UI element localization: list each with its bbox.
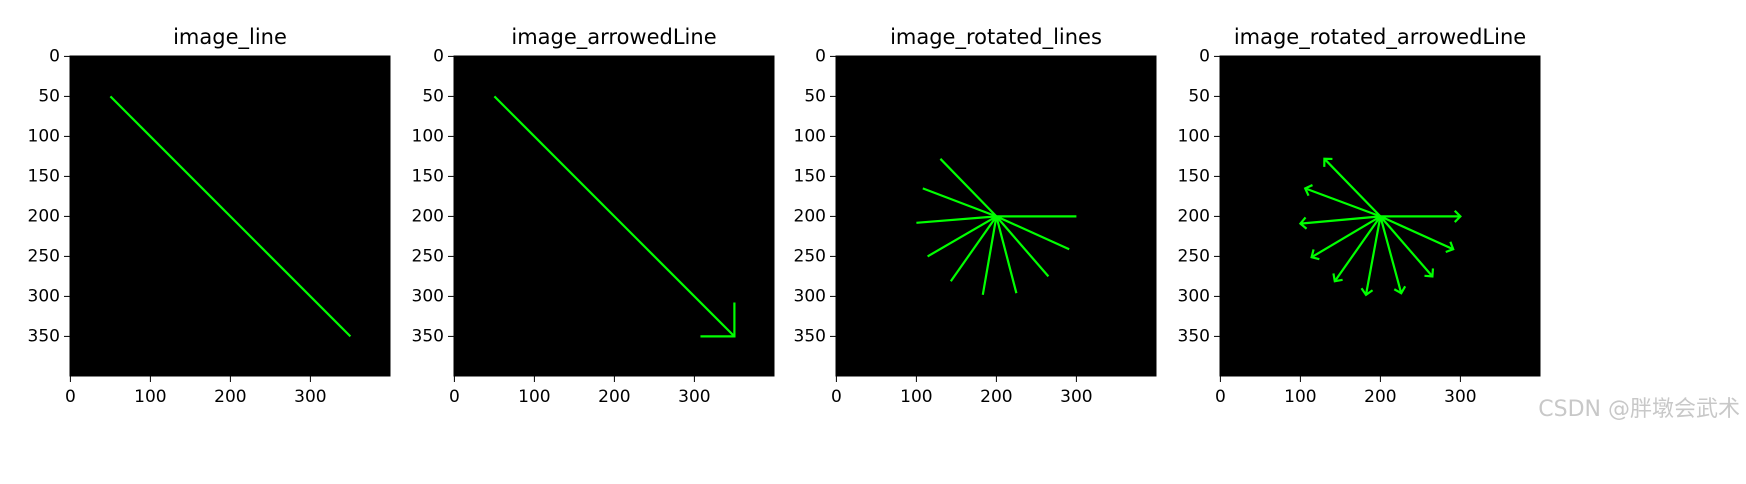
arrow-head [1323,157,1333,167]
y-tick-label: 300 [28,286,60,306]
line-segment [1311,215,1381,259]
arrow-head [1393,285,1407,295]
line-segment [995,215,1050,278]
y-tick-label: 300 [1178,286,1210,306]
subplot: image_arrowedLine 0 100 200 300 0 50 100 150 200 2… [412,25,775,407]
y-tick-label: 300 [412,286,444,306]
y-tick-label: 150 [28,166,60,186]
arrow-head [1453,209,1462,223]
subplot-title: image_line [173,25,287,50]
y-tick-label: 300 [794,286,826,306]
x-tick-label: 0 [1215,387,1226,407]
y-tick-label: 100 [1178,126,1210,146]
y-tick-label: 0 [1199,46,1210,66]
line-segment [1333,215,1382,282]
line-segment [922,187,997,218]
x-tick-label: 100 [1284,387,1316,407]
arrow-head [1298,216,1308,230]
y-tick-label: 350 [794,326,826,346]
axes-frame [69,55,391,377]
line-segment [981,216,998,295]
line-segment [1364,216,1382,295]
y-tick-label: 150 [1178,166,1210,186]
y-tick-label: 150 [412,166,444,186]
arrow-head [1310,249,1320,261]
line-segment [939,158,998,218]
y-tick-label: 350 [412,326,444,346]
y-tick-label: 200 [412,206,444,226]
x-tick-label: 0 [65,387,76,407]
arrow-head [1445,241,1455,254]
y-tick-label: 50 [38,86,60,106]
x-tick-label: 300 [1444,387,1476,407]
y-tick-label: 0 [815,46,826,66]
subplot: image_line 0 100 200 300 0 50 100 150 200 250 300 35… [28,25,391,407]
line-segment [995,216,1018,294]
axes-frame [1219,55,1541,377]
line-segment [109,95,352,338]
watermark: CSDN @胖墩会武术 [1538,397,1740,422]
y-tick-label: 50 [1188,86,1210,106]
y-tick-label: 250 [28,246,60,266]
line-segment [1300,215,1381,225]
y-tick-label: 0 [433,46,444,66]
x-tick-label: 100 [900,387,932,407]
arrow-head [1360,287,1374,297]
x-tick-label: 0 [449,387,460,407]
x-tick-label: 100 [134,387,166,407]
subplot: image_rotated_arrowedLine 0 100 200 300 0 50 10… [1178,25,1541,407]
line-segment [1379,215,1454,251]
y-tick-label: 100 [28,126,60,146]
y-tick-label: 100 [412,126,444,146]
subplot-title: image_arrowedLine [511,25,716,50]
line-segment [493,95,736,338]
y-tick-label: 250 [1178,246,1210,266]
line-segment [949,215,998,282]
line-segment [1323,158,1382,218]
line-segment [995,215,1070,251]
y-tick-label: 50 [804,86,826,106]
axes-frame [453,55,775,377]
arrow-head [700,302,736,338]
line-segment [927,215,997,258]
x-tick-label: 300 [678,387,710,407]
subplot: image_rotated_lines 0 100 200 300 0 50 100 150 20… [794,25,1157,407]
x-tick-label: 300 [294,387,326,407]
subplot-title: image_rotated_arrowedLine [1234,25,1526,50]
arrow-head [1424,268,1435,278]
y-tick-label: 200 [28,206,60,226]
y-tick-label: 200 [794,206,826,226]
arrow-head [1332,273,1343,283]
axes-frame [835,55,1157,377]
x-tick-label: 200 [214,387,246,407]
arrow-head [1303,184,1313,197]
y-tick-label: 150 [794,166,826,186]
line-segment [1379,216,1403,294]
subplot-title: image_rotated_lines [890,25,1102,50]
y-tick-label: 200 [1178,206,1210,226]
y-tick-label: 0 [49,46,60,66]
x-tick-label: 200 [598,387,630,407]
x-tick-label: 200 [980,387,1012,407]
y-tick-label: 250 [794,246,826,266]
x-tick-label: 300 [1060,387,1092,407]
y-tick-label: 350 [28,326,60,346]
y-tick-label: 100 [794,126,826,146]
y-tick-label: 350 [1178,326,1210,346]
line-segment [916,215,997,224]
x-tick-label: 0 [831,387,842,407]
line-segment [1304,187,1381,218]
y-tick-label: 50 [422,86,444,106]
line-segment [1379,215,1434,278]
y-tick-label: 250 [412,246,444,266]
x-tick-label: 200 [1364,387,1396,407]
x-tick-label: 100 [518,387,550,407]
